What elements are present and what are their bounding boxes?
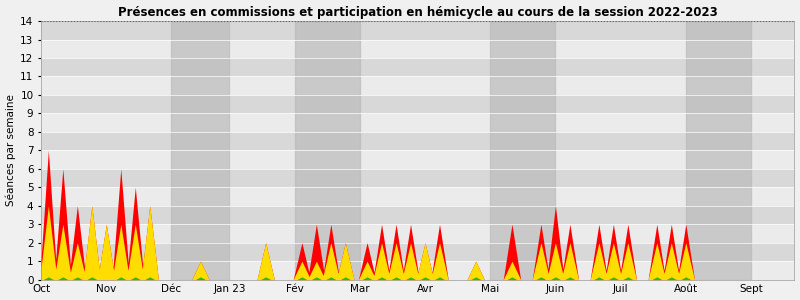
Bar	[41, 206, 794, 224]
Bar	[41, 224, 794, 243]
Y-axis label: Séances par semaine: Séances par semaine	[6, 94, 16, 206]
Bar	[41, 132, 794, 150]
Bar	[41, 76, 794, 95]
Bar	[41, 261, 794, 280]
Title: Présences en commissions et participation en hémicycle au cours de la session 20: Présences en commissions et participatio…	[118, 6, 718, 19]
Bar	[41, 169, 794, 187]
Bar	[41, 113, 794, 132]
Bar	[41, 187, 794, 206]
Bar	[41, 150, 794, 169]
Bar	[171, 21, 230, 280]
Bar	[41, 95, 794, 113]
Bar	[41, 243, 794, 261]
Bar	[41, 21, 794, 40]
Bar	[294, 21, 360, 280]
Bar	[41, 40, 794, 58]
Bar	[686, 21, 751, 280]
Bar	[41, 58, 794, 76]
Bar	[490, 21, 555, 280]
